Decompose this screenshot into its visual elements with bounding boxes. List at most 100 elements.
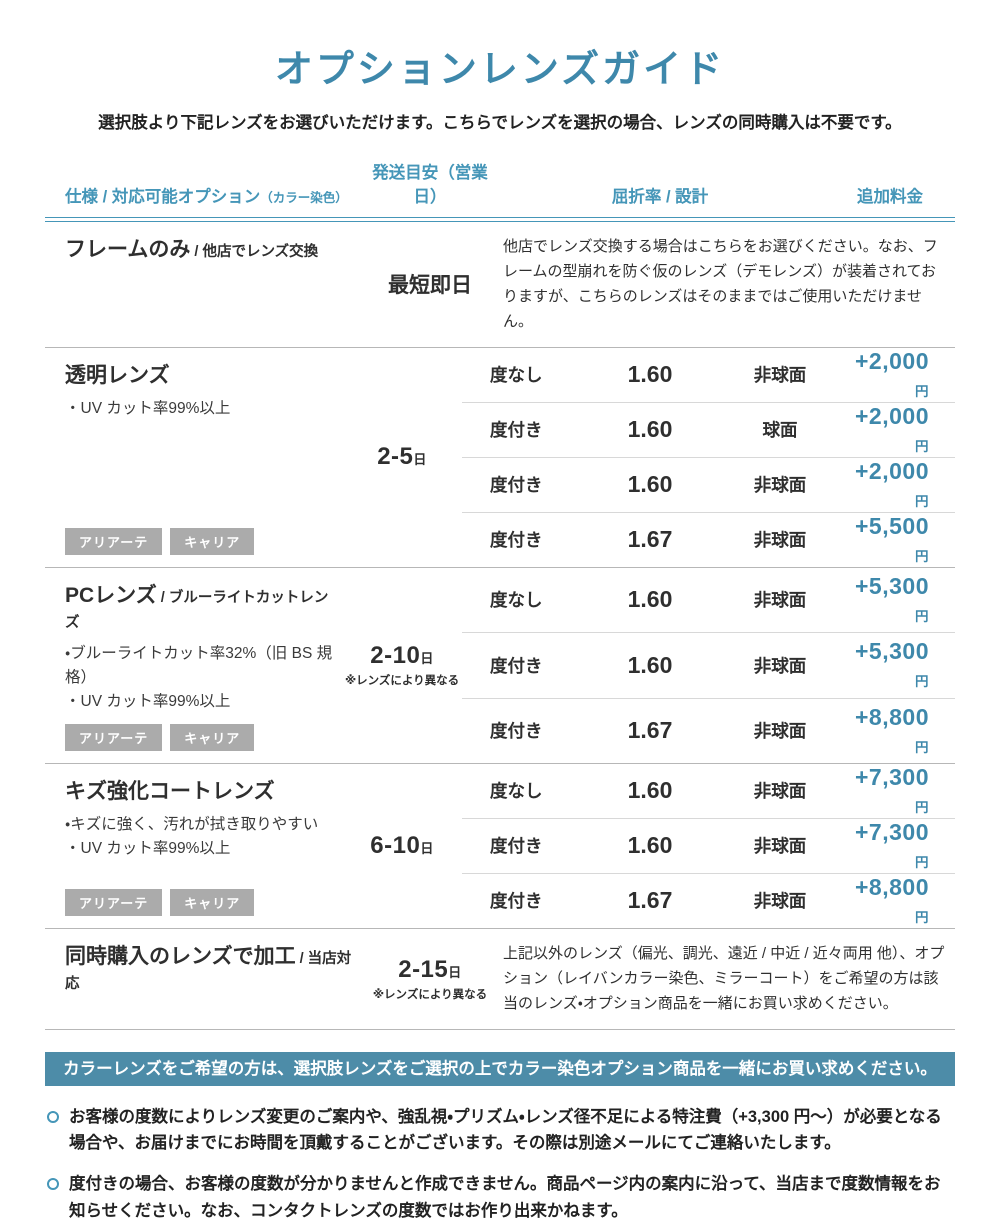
section-detail: 度なし 1.60 非球面 +2,000 円 度付き 1.60 球面 +2,000… — [462, 348, 955, 567]
color-lens-banner: カラーレンズをご希望の方は、選択肢レンズをご選択の上でカラー染色オプション商品を… — [45, 1051, 955, 1086]
section-clear-lens: 透明レンズ ・UV カット率99%以上 アリアーテ キャリア 2-5日 度なし 1… — [45, 348, 955, 568]
shipping-value: 2-5日 — [377, 443, 427, 471]
prescription-type: 度なし — [490, 365, 543, 386]
prescription-type: 度なし — [490, 781, 543, 802]
additional-price: +8,800 円 — [855, 703, 929, 755]
circle-bullet-icon — [47, 1110, 59, 1123]
section-shipping: 6-10日 — [342, 764, 462, 928]
lens-design: 非球面 — [753, 475, 807, 496]
refractive-index: 1.60 — [627, 651, 673, 678]
header-divider — [45, 217, 955, 222]
refractive-index: 1.60 — [627, 586, 673, 613]
shipping-unit: 日 — [420, 651, 434, 667]
lens-row: 度なし 1.60 非球面 +5,300 円 — [462, 568, 955, 632]
prescription-type: 度なし — [490, 590, 543, 611]
section-pc-lens: PCレンズ / ブルーライトカットレンズ ・ブルーライトカット率32%（旧 BS… — [45, 568, 955, 764]
yen-unit: 円 — [915, 493, 929, 509]
section-detail: 度なし 1.60 非球面 +7,300 円 度付き 1.60 非球面 +7,30… — [462, 764, 955, 928]
prescription-type: 度付き — [490, 721, 543, 742]
section-name-sub: / 他店でレンズ交換 — [190, 244, 319, 260]
additional-price: +7,300 円 — [855, 763, 929, 815]
refractive-index: 1.60 — [627, 777, 673, 804]
badge-list: アリアーテ キャリア — [65, 714, 336, 751]
shipping-unit: 日 — [413, 452, 427, 468]
feature-list: ・UV カット率99%以上 — [65, 397, 336, 421]
yen-unit: 円 — [915, 854, 929, 870]
section-name: 同時購入のレンズで加工 / 当店対応 — [65, 944, 352, 993]
badge-career: キャリア — [170, 723, 255, 751]
additional-price: +5,300 円 — [855, 572, 929, 624]
table-column-headers: 仕様 / 対応可能オプション（カラー染色） 発送目安（営業日） 屈折率 / 設計… — [45, 159, 955, 217]
lens-design: 非球面 — [753, 530, 807, 551]
yen-unit: 円 — [915, 799, 929, 815]
lens-row: 度付き 1.60 非球面 +5,300 円 — [462, 632, 955, 697]
feature-list: ・ブルーライトカット率32%（旧 BS 規格） ・UV カット率99%以上 — [65, 642, 336, 714]
additional-price: +2,000 円 — [855, 457, 929, 509]
prescription-type: 度付き — [490, 891, 543, 912]
yen-unit: 円 — [915, 548, 929, 564]
column-header-shipping: 発送目安（営業日） — [372, 164, 488, 206]
badge-list: アリアーテ キャリア — [65, 879, 336, 916]
lens-design: 非球面 — [753, 655, 807, 676]
refractive-index: 1.67 — [627, 887, 673, 914]
refractive-index: 1.60 — [627, 832, 673, 859]
section-name: PCレンズ / ブルーライトカットレンズ — [65, 583, 329, 631]
additional-price: +8,800 円 — [855, 873, 929, 925]
feature-item: ・UV カット率99%以上 — [65, 692, 231, 710]
note-text: 度付きの場合、お客様の度数が分かりませんと作成できません。商品ページ内の案内に沿… — [69, 1175, 941, 1220]
section-spec: 透明レンズ ・UV カット率99%以上 アリアーテ キャリア — [45, 348, 342, 567]
section-scratch-coat-lens: キズ強化コートレンズ ・キズに強く、汚れが拭き取りやすい ・UV カット率99%… — [45, 764, 955, 929]
lens-row: 度付き 1.67 非球面 +8,800 円 — [462, 697, 955, 763]
additional-price: +5,300 円 — [855, 638, 929, 690]
yen-unit: 円 — [915, 438, 929, 454]
additional-price: +2,000 円 — [855, 402, 929, 454]
lens-row: 度付き 1.67 非球面 +5,500 円 — [462, 511, 955, 567]
lens-design: 球面 — [762, 420, 798, 441]
section-name: キズ強化コートレンズ — [65, 779, 275, 803]
lens-design: 非球面 — [753, 590, 807, 611]
section-shipping: 最短即日 — [365, 222, 495, 347]
section-spec: フレームのみ / 他店でレンズ交換 — [45, 222, 365, 347]
badge-career: キャリア — [170, 527, 255, 555]
feature-item: ・キズに強く、汚れが拭き取りやすい — [65, 816, 319, 834]
shipping-value: 最短即日 — [388, 274, 472, 298]
section-detail: 他店でレンズ交換する場合はこちらをお選びください。なお、フレームの型崩れを防ぐ仮… — [495, 222, 955, 347]
lens-design: 非球面 — [753, 781, 807, 802]
lens-row: 度付き 1.60 球面 +2,000 円 — [462, 401, 955, 457]
yen-unit: 円 — [915, 674, 929, 690]
shipping-unit: 日 — [448, 964, 462, 980]
prescription-type: 度付き — [490, 655, 543, 676]
yen-unit: 円 — [915, 909, 929, 925]
shipping-value: 6-10日 — [370, 831, 434, 859]
column-header-spec: 仕様 / 対応可能オプション（カラー染色） — [65, 188, 348, 206]
page-title: オプションレンズガイド — [274, 49, 726, 91]
feature-list: ・キズに強く、汚れが拭き取りやすい ・UV カット率99%以上 — [65, 813, 336, 861]
section-name-sub: / ブルーライトカットレンズ — [65, 589, 329, 631]
lens-row: 度なし 1.60 非球面 +7,300 円 — [462, 764, 955, 818]
section-spec: PCレンズ / ブルーライトカットレンズ ・ブルーライトカット率32%（旧 BS… — [45, 568, 342, 763]
section-detail: 上記以外のレンズ（偏光、調光、遠近 / 中近 / 近々両用 他）、オプション（レ… — [495, 929, 955, 1029]
prescription-type: 度付き — [490, 420, 543, 441]
feature-item: ・ブルーライトカット率32%（旧 BS 規格） — [65, 644, 333, 686]
section-note: 上記以外のレンズ（偏光、調光、遠近 / 中近 / 近々両用 他）、オプション（レ… — [503, 944, 945, 1012]
section-name-sub: / 当店対応 — [65, 950, 352, 993]
refractive-index: 1.60 — [627, 361, 673, 388]
section-name: フレームのみ / 他店でレンズ交換 — [65, 238, 319, 261]
lens-design: 非球面 — [753, 721, 807, 742]
section-detail: 度なし 1.60 非球面 +5,300 円 度付き 1.60 非球面 +5,30… — [462, 568, 955, 763]
section-note: 他店でレンズ交換する場合はこちらをお選びください。なお、フレームの型崩れを防ぐ仮… — [503, 238, 938, 330]
feature-item: ・UV カット率99%以上 — [65, 399, 231, 417]
note-item: 度付きの場合、お客様の度数が分かりませんと作成できません。商品ページ内の案内に沿… — [45, 1171, 955, 1224]
additional-price: +5,500 円 — [855, 512, 929, 564]
column-header-price: 追加料金 — [857, 188, 923, 206]
shipping-value: 2-10日 — [370, 642, 434, 670]
yen-unit: 円 — [915, 739, 929, 755]
badge-ariaate: アリアーテ — [65, 888, 163, 916]
prescription-type: 度付き — [490, 530, 543, 551]
section-spec: キズ強化コートレンズ ・キズに強く、汚れが拭き取りやすい ・UV カット率99%… — [45, 764, 342, 928]
prescription-type: 度付き — [490, 475, 543, 496]
refractive-index: 1.67 — [627, 526, 673, 553]
section-frame-only: フレームのみ / 他店でレンズ交換 最短即日 他店でレンズ交換する場合はこちらを… — [45, 222, 955, 348]
section-shipping: 2-10日 ※レンズにより異なる — [342, 568, 462, 763]
circle-bullet-icon — [47, 1178, 59, 1191]
